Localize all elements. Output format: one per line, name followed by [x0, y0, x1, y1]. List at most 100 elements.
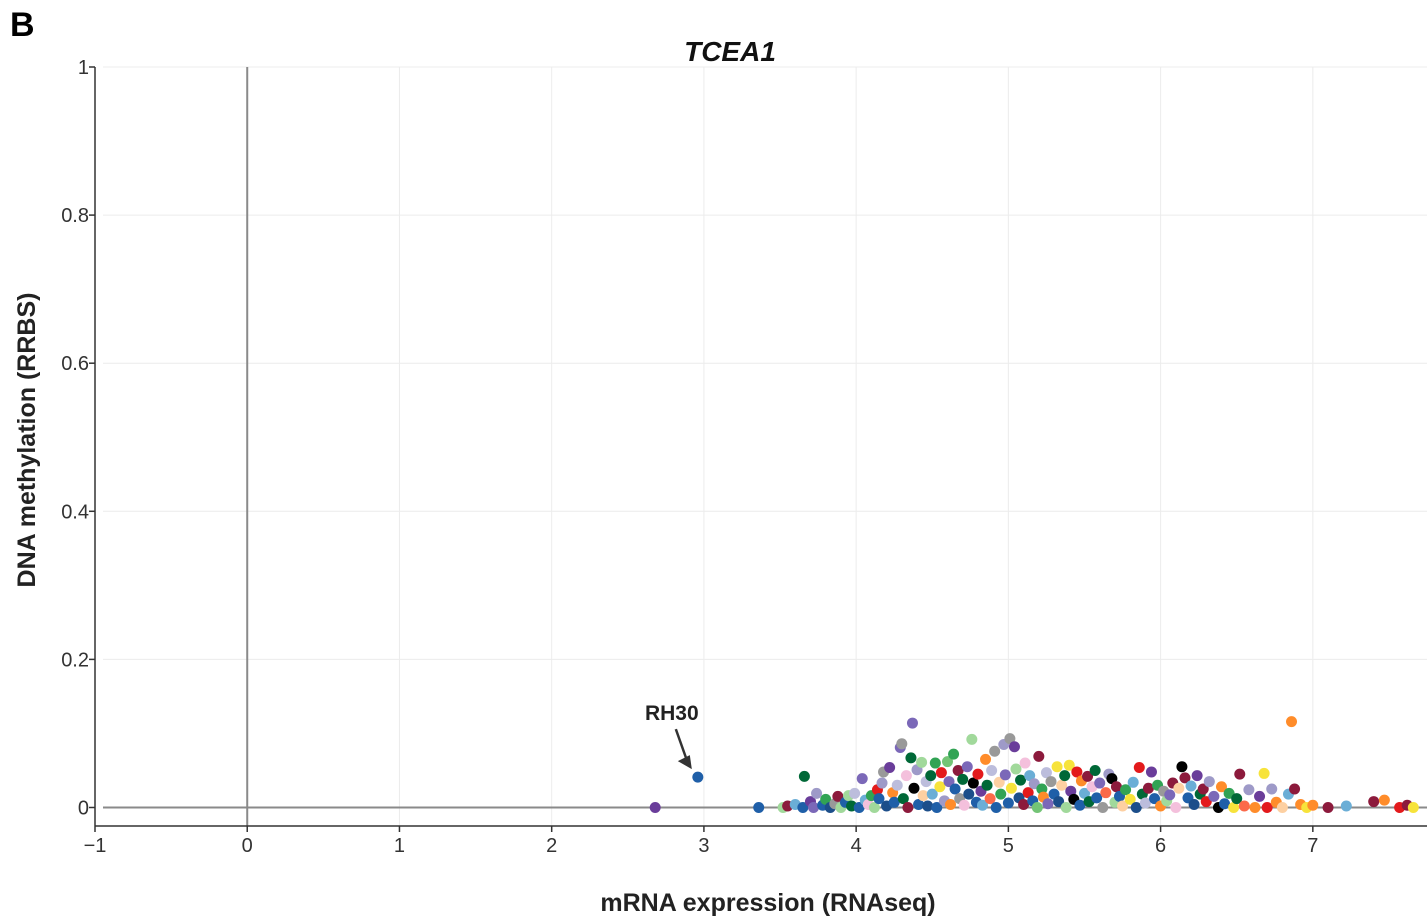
- data-point: [1243, 784, 1255, 796]
- data-point: [1033, 750, 1045, 762]
- data-point: [856, 773, 868, 785]
- data-point: [853, 801, 865, 813]
- grid-lines: [103, 66, 1427, 826]
- data-point: [1022, 787, 1034, 799]
- data-point: [989, 745, 1001, 757]
- data-point: [896, 738, 908, 750]
- data-point: [961, 761, 973, 773]
- data-point: [1074, 799, 1086, 811]
- data-point: [692, 771, 704, 783]
- y-axis-title: DNA methylation (RRBS): [13, 293, 41, 588]
- data-point: [820, 793, 832, 805]
- data-point: [1051, 761, 1063, 773]
- reference-lines: [103, 67, 1427, 826]
- data-point: [905, 752, 917, 764]
- data-point: [1215, 781, 1227, 793]
- data-point: [945, 799, 957, 811]
- data-point: [1191, 770, 1203, 782]
- data-point: [1059, 770, 1071, 782]
- data-point: [917, 790, 929, 802]
- data-point: [1110, 781, 1122, 793]
- data-point: [1139, 797, 1151, 809]
- data-point: [797, 801, 809, 813]
- data-point: [1091, 792, 1103, 804]
- data-point: [891, 779, 903, 791]
- data-point: [1176, 761, 1188, 773]
- x-tick-label: 4: [851, 835, 862, 857]
- x-tick-label: 3: [698, 835, 709, 857]
- data-point: [1149, 793, 1161, 805]
- data-point: [906, 717, 918, 729]
- data-point: [1094, 777, 1106, 789]
- data-point: [1228, 801, 1240, 813]
- data-point: [873, 793, 885, 805]
- data-point: [931, 801, 943, 813]
- data-points: [649, 716, 1419, 813]
- data-point: [1100, 787, 1112, 799]
- data-point: [972, 768, 984, 780]
- data-point: [1266, 783, 1278, 795]
- x-tick-label: −1: [84, 835, 107, 857]
- data-point: [1231, 793, 1243, 805]
- annotation-arrow-head: [677, 755, 692, 770]
- data-point: [1031, 801, 1043, 813]
- data-point: [999, 769, 1011, 781]
- x-axis-title: mRNA expression (RNAseq): [600, 889, 935, 917]
- data-point: [1261, 801, 1273, 813]
- data-point: [1056, 779, 1068, 791]
- data-point: [1082, 770, 1094, 782]
- data-point: [986, 764, 998, 776]
- data-point: [902, 801, 914, 813]
- data-point: [798, 770, 810, 782]
- data-point: [926, 788, 938, 800]
- data-point: [1340, 800, 1352, 812]
- data-point: [1097, 801, 1109, 813]
- data-point: [916, 756, 928, 768]
- x-tick-label: 7: [1307, 835, 1318, 857]
- x-tick-label: 5: [1003, 835, 1014, 857]
- data-point: [990, 801, 1002, 813]
- panel-label: B: [10, 6, 35, 44]
- tick-labels: −1 0 1 2 3 4 5 6 7 0 0.2 0.4 0.6 0.8 1: [61, 57, 1318, 857]
- data-point: [897, 793, 909, 805]
- data-point: [1185, 780, 1197, 792]
- x-tick-label: 0: [242, 835, 253, 857]
- annotation-label: RH30: [645, 702, 699, 725]
- data-point: [1203, 776, 1215, 788]
- data-point: [1005, 782, 1017, 794]
- annotation-arrow-shaft: [674, 728, 689, 761]
- data-point: [1179, 772, 1191, 784]
- data-point: [1368, 796, 1380, 808]
- data-point: [976, 799, 988, 811]
- data-point: [1053, 796, 1065, 808]
- y-tick-label: 0.4: [61, 501, 89, 523]
- data-point: [1142, 782, 1154, 794]
- y-tick-label: 0.2: [61, 649, 89, 671]
- data-point: [1106, 773, 1118, 785]
- data-point: [1254, 790, 1266, 802]
- data-point: [1008, 741, 1020, 753]
- data-point: [948, 748, 960, 760]
- data-point: [943, 776, 955, 788]
- x-tick-label: 2: [546, 835, 557, 857]
- x-tick-label: 1: [394, 835, 405, 857]
- data-point: [1040, 767, 1052, 779]
- data-point: [1289, 783, 1301, 795]
- data-point: [1004, 733, 1016, 745]
- data-point: [1276, 801, 1288, 813]
- data-point: [808, 801, 820, 813]
- chart-title: TCEA1: [684, 36, 776, 67]
- data-point: [1322, 801, 1334, 813]
- data-point: [1307, 799, 1319, 811]
- data-point: [949, 783, 961, 795]
- data-point: [1036, 783, 1048, 795]
- data-point: [967, 777, 979, 789]
- data-point: [913, 799, 925, 811]
- data-point: [941, 756, 953, 768]
- data-point: [1060, 801, 1072, 813]
- data-point: [980, 753, 992, 765]
- data-point: [1124, 793, 1136, 805]
- data-point: [934, 781, 946, 793]
- data-point: [1002, 797, 1014, 809]
